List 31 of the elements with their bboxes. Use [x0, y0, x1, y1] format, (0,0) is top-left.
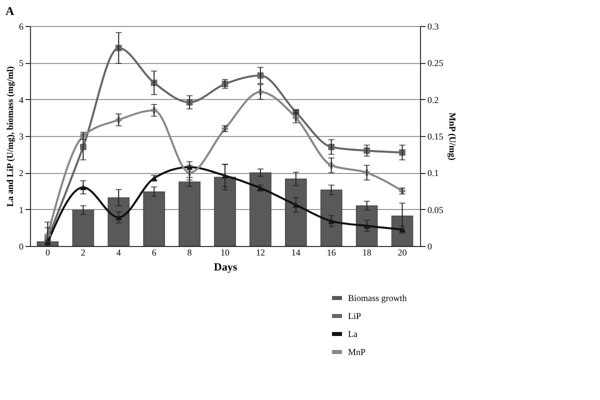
y2-tick-label: 0.1	[428, 168, 439, 178]
y-tick-label: 2	[19, 168, 24, 178]
x-axis-title: Days	[214, 262, 238, 274]
x-tick-label: 12	[256, 248, 265, 258]
x-tick-label: 10	[220, 248, 230, 258]
x-tick-label: 14	[291, 248, 301, 258]
y2-axis-title: MnP (U/mg)	[447, 112, 458, 160]
y-axis-title: La and LiP (U/mg), biomass (mg/ml)	[5, 66, 15, 207]
x-tick-label: 18	[362, 248, 372, 258]
legend-label: MnP	[348, 347, 366, 357]
y-tick-label: 4	[19, 94, 24, 105]
y-tick-label: 1	[19, 204, 24, 215]
y2-tick-label: 0.15	[428, 132, 444, 142]
legend-label: LiP	[348, 311, 362, 321]
x-tick-label: 2	[80, 248, 86, 258]
x-tick-label: 16	[326, 248, 336, 258]
y2-tick-label: 0.3	[428, 22, 440, 32]
x-tick-label: 20	[398, 248, 408, 258]
y2-tick-label: 0.2	[428, 94, 439, 105]
chart-title: A	[6, 4, 14, 18]
x-tick-label: 0	[45, 248, 50, 258]
x-tick-label: 4	[116, 248, 122, 258]
legend-label: La	[348, 329, 358, 339]
y2-tick-label: 0.05	[428, 204, 444, 215]
legend-label: Biomass growth	[348, 293, 408, 303]
y2-tick-label: 0.25	[428, 58, 444, 68]
y-tick-label: 6	[19, 22, 24, 32]
y-tick-label: 5	[19, 58, 24, 68]
x-tick-label: 6	[152, 248, 157, 258]
x-tick-label: 8	[187, 248, 192, 258]
y-tick-label: 3	[19, 132, 24, 142]
